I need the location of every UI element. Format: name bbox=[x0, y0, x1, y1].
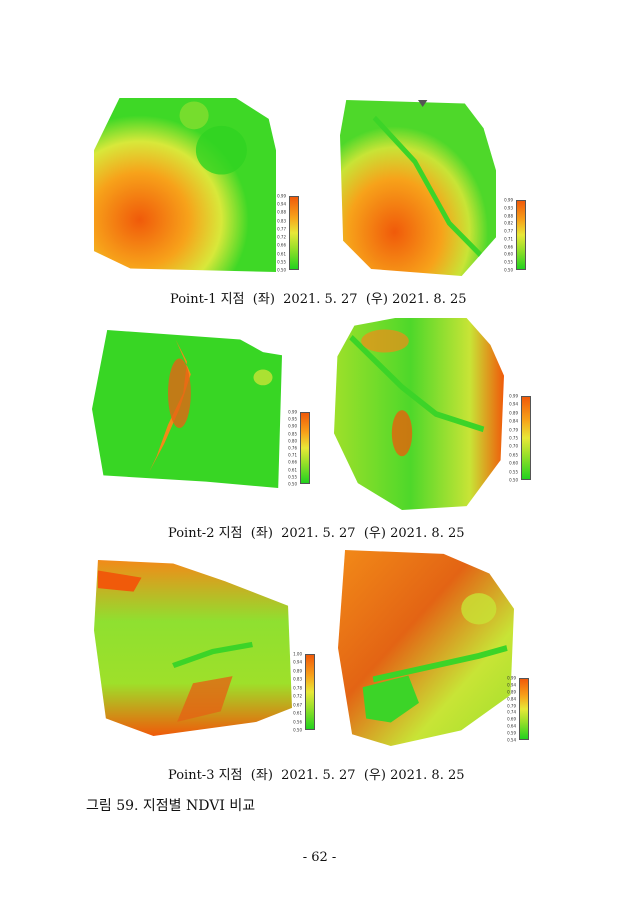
legend-tick-label: 0.50 bbox=[509, 477, 518, 483]
legend-tick-label: 0.60 bbox=[509, 460, 518, 466]
legend-tick-label: 0.78 bbox=[293, 685, 302, 691]
legend-tick-label: 0.90 bbox=[288, 423, 297, 429]
legend-tick-label: 0.50 bbox=[504, 267, 513, 273]
legend-tick-label: 0.55 bbox=[288, 474, 297, 480]
legend-tick-label: 0.99 bbox=[507, 675, 516, 681]
caption-point3: Point-3 지점 (좌) 2021. 5. 27 (우) 2021. 8. … bbox=[168, 768, 465, 783]
legend-tick-label: 0.71 bbox=[288, 452, 297, 458]
legend-tick-label: 0.61 bbox=[277, 251, 286, 257]
ndvi-legend-p3-right: 0.99 0.94 0.89 0.84 0.79 0.74 0.69 0.64 0.59 0.54 bbox=[507, 676, 529, 743]
legend-tick-label: 0.67 bbox=[293, 702, 302, 708]
legend-tick-label: 0.71 bbox=[504, 236, 513, 242]
figure-caption: 그림 59. 지점별 NDVI 비교 bbox=[86, 798, 256, 814]
legend-tick-label: 0.60 bbox=[504, 251, 513, 257]
legend-tick-label: 0.76 bbox=[288, 445, 297, 451]
legend-tick-label: 0.82 bbox=[504, 220, 513, 226]
legend-tick-label: 0.74 bbox=[507, 709, 516, 715]
legend-tick-label: 0.94 bbox=[509, 401, 518, 407]
legend-tick-label: 0.88 bbox=[277, 209, 286, 215]
legend-tick-label: 0.85 bbox=[288, 431, 297, 437]
legend-tick-label: 0.94 bbox=[507, 682, 516, 688]
ndvi-map-point1-aug bbox=[340, 100, 496, 276]
legend-tick-label: 0.56 bbox=[293, 719, 302, 725]
legend-tick-label: 0.83 bbox=[293, 676, 302, 682]
legend-tick-label: 0.66 bbox=[288, 459, 297, 465]
legend-tick-label: 0.77 bbox=[504, 228, 513, 234]
legend-tick-label: 0.84 bbox=[509, 418, 518, 424]
legend-tick-label: 0.99 bbox=[288, 409, 297, 415]
ndvi-map-point2-may bbox=[92, 330, 282, 488]
ndvi-legend-p1-left: 0.99 0.94 0.88 0.83 0.77 0.72 0.66 0.61 0.55 0.50 bbox=[277, 194, 299, 273]
legend-tick-label: 0.99 bbox=[277, 193, 286, 199]
legend-tick-label: 0.84 bbox=[507, 696, 516, 702]
legend-tick-label: 0.50 bbox=[288, 481, 297, 487]
ndvi-map-point2-aug bbox=[334, 318, 504, 510]
caption-point2: Point-2 지점 (좌) 2021. 5. 27 (우) 2021. 8. … bbox=[168, 526, 465, 541]
ndvi-legend-p2-left: 0.99 0.95 0.90 0.85 0.80 0.76 0.71 0.66 0.61 0.55… bbox=[288, 410, 310, 487]
ndvi-map-point3-aug bbox=[338, 550, 514, 746]
legend-tick-label: 0.88 bbox=[504, 213, 513, 219]
legend-tick-label: 0.89 bbox=[293, 668, 302, 674]
legend-tick-label: 0.83 bbox=[277, 218, 286, 224]
legend-tick-label: 1.00 bbox=[293, 651, 302, 657]
legend-tick-label: 0.55 bbox=[509, 469, 518, 475]
legend-tick-label: 0.72 bbox=[293, 693, 302, 699]
legend-tick-label: 0.69 bbox=[507, 716, 516, 722]
legend-tick-label: 0.89 bbox=[509, 410, 518, 416]
legend-tick-label: 0.99 bbox=[509, 393, 518, 399]
legend-tick-label: 0.93 bbox=[504, 205, 513, 211]
ndvi-map-point1-may bbox=[94, 98, 276, 272]
legend-tick-label: 0.94 bbox=[277, 201, 286, 207]
page-number: - 62 - bbox=[302, 850, 337, 865]
legend-tick-label: 0.94 bbox=[293, 659, 302, 665]
legend-tick-label: 0.55 bbox=[504, 259, 513, 265]
legend-tick-label: 0.99 bbox=[504, 197, 513, 203]
ndvi-legend-p1-right: 0.99 0.93 0.88 0.82 0.77 0.71 0.66 0.60 0.55 0.50 bbox=[504, 198, 526, 273]
legend-tick-label: 0.50 bbox=[293, 727, 302, 733]
ndvi-legend-p3-left: 1.00 0.94 0.89 0.83 0.78 0.72 0.67 0.61 0.56 0.50 bbox=[293, 652, 315, 733]
ndvi-legend-p2-right: 0.99 0.94 0.89 0.84 0.79 0.75 0.70 0.65 0.60 0.55… bbox=[509, 394, 531, 483]
legend-tick-label: 0.72 bbox=[277, 234, 286, 240]
legend-tick-label: 0.55 bbox=[277, 259, 286, 265]
legend-tick-label: 0.80 bbox=[288, 438, 297, 444]
legend-tick-label: 0.59 bbox=[507, 730, 516, 736]
legend-tick-label: 0.50 bbox=[277, 267, 286, 273]
legend-tick-label: 0.66 bbox=[277, 242, 286, 248]
caption-point1: Point-1 지점 (좌) 2021. 5. 27 (우) 2021. 8. … bbox=[170, 292, 467, 307]
legend-tick-label: 0.65 bbox=[509, 452, 518, 458]
legend-tick-label: 0.61 bbox=[288, 467, 297, 473]
legend-tick-label: 0.95 bbox=[288, 416, 297, 422]
legend-tick-label: 0.54 bbox=[507, 737, 516, 743]
ndvi-map-point3-may bbox=[94, 560, 292, 736]
legend-tick-label: 0.77 bbox=[277, 226, 286, 232]
legend-tick-label: 0.70 bbox=[509, 443, 518, 449]
legend-tick-label: 0.79 bbox=[509, 427, 518, 433]
legend-tick-label: 0.89 bbox=[507, 689, 516, 695]
legend-tick-label: 0.79 bbox=[507, 703, 516, 709]
legend-tick-label: 0.64 bbox=[507, 723, 516, 729]
legend-tick-label: 0.61 bbox=[293, 710, 302, 716]
legend-tick-label: 0.75 bbox=[509, 435, 518, 441]
legend-tick-label: 0.66 bbox=[504, 244, 513, 250]
